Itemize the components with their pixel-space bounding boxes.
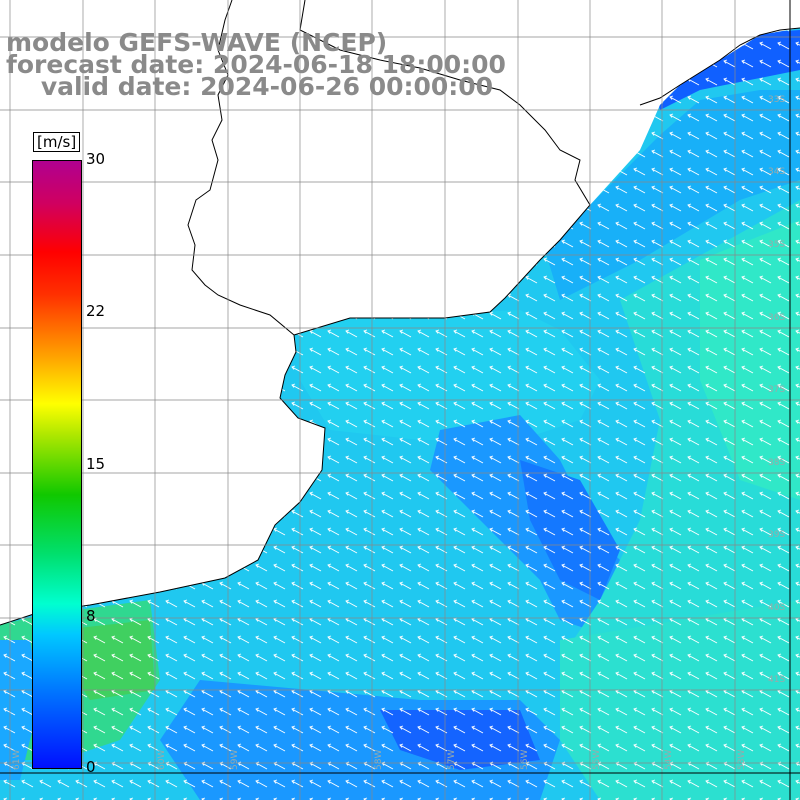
lon-label: 56W xyxy=(520,749,530,770)
lon-label: 53W xyxy=(737,749,747,770)
colorbar-tick-0: 0 xyxy=(86,758,96,776)
colorbar-tick-30: 30 xyxy=(86,150,106,168)
lat-label: 38S xyxy=(768,458,786,468)
colorbar-unit: [m/s] xyxy=(33,132,81,152)
lon-label: 61W xyxy=(12,749,22,770)
colorbar-tick-8: 8 xyxy=(86,607,96,625)
lon-label: 57W xyxy=(447,749,457,770)
colorbar-tick-15: 15 xyxy=(86,455,106,473)
colorbar-tick-22: 22 xyxy=(86,302,106,320)
lat-label: 34S xyxy=(768,167,786,177)
lon-label: 60W xyxy=(157,749,167,770)
lon-label: 58W xyxy=(374,749,384,770)
colorbar xyxy=(32,160,82,769)
lon-label: 55W xyxy=(592,749,602,770)
lat-label: 41S xyxy=(768,675,786,685)
lon-label: 59W xyxy=(230,749,240,770)
lat-label: 40S xyxy=(768,603,786,613)
lat-label: 39S xyxy=(768,530,786,540)
lon-label: 54W xyxy=(664,749,674,770)
lat-label: 36S xyxy=(768,313,786,323)
coastline-north xyxy=(639,27,800,106)
lat-label: 35S xyxy=(768,240,786,250)
title-forecast-date: forecast date: 2024-06-18 18:00:00 xyxy=(6,50,506,79)
lat-label: 37S xyxy=(768,385,786,395)
coastline xyxy=(0,0,591,626)
title-model: modelo GEFS-WAVE (NCEP) xyxy=(6,28,388,57)
title-valid-date: valid date: 2024-06-26 00:00:00 xyxy=(6,72,494,101)
lat-label: 33S xyxy=(768,95,786,105)
